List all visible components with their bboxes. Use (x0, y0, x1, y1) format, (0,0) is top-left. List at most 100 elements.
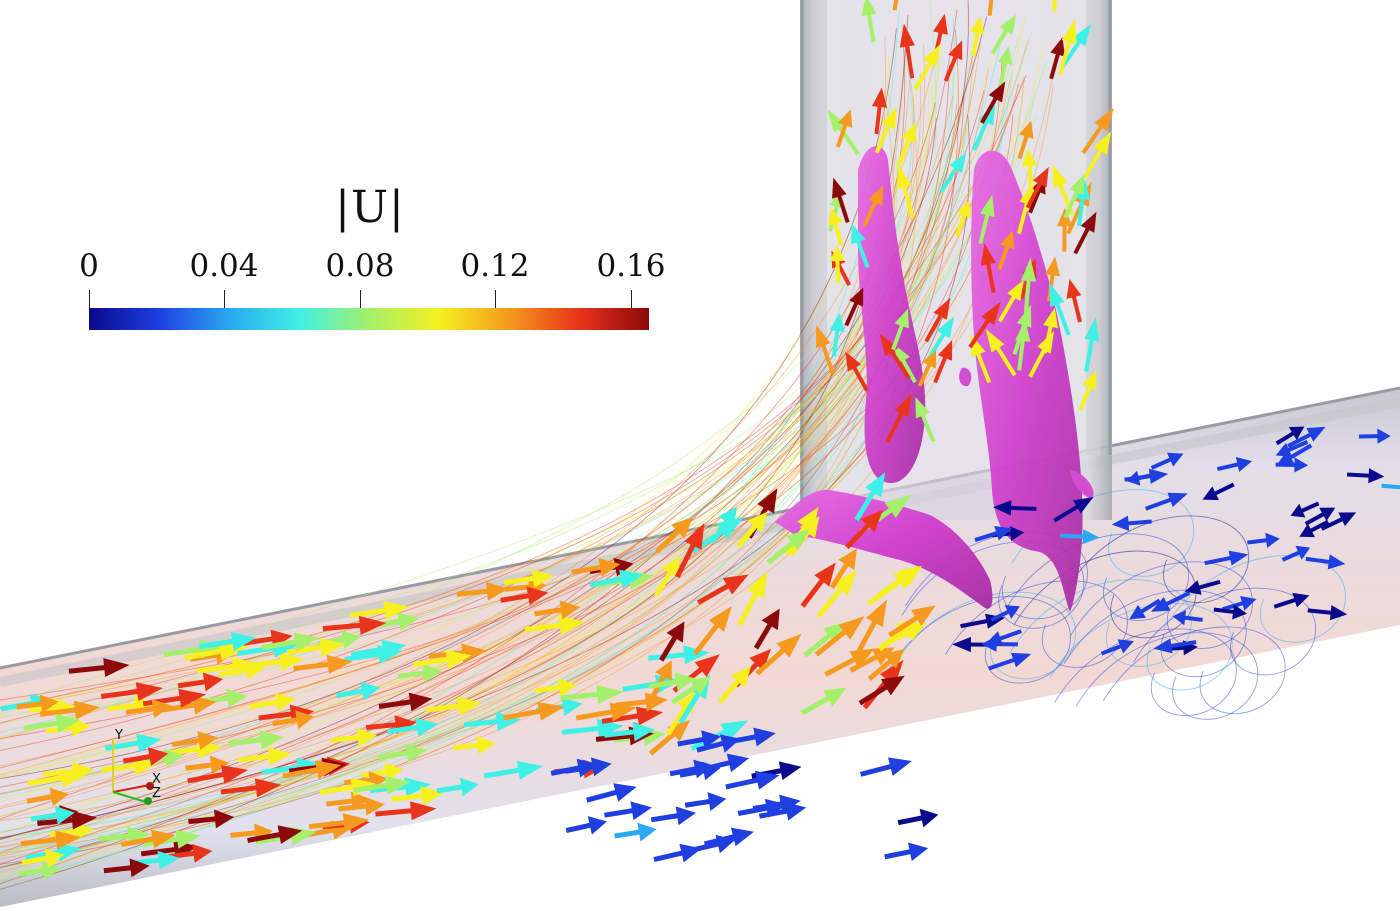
velocity-arrow (1381, 483, 1400, 490)
velocity-arrow (696, 734, 741, 753)
velocity-arrow (1124, 468, 1169, 484)
velocity-arrow (534, 600, 581, 620)
velocity-arrow (282, 760, 342, 780)
velocity-arrow (1111, 515, 1152, 531)
streamline (0, 18, 955, 852)
streamline (0, 104, 995, 809)
colorbar-tick-label: 0.08 (325, 248, 395, 284)
velocity-arrow (913, 44, 941, 91)
velocity-arrow (604, 722, 655, 742)
colorbar-title: |U| (335, 182, 405, 233)
velocity-arrow (829, 245, 845, 284)
velocity-arrow (997, 46, 1013, 87)
velocity-arrow (101, 756, 158, 776)
velocity-arrow (684, 792, 727, 811)
velocity-arrow (1204, 550, 1249, 566)
velocity-arrow (161, 695, 217, 715)
velocity-arrow (835, 109, 853, 148)
velocity-arrow (1273, 592, 1310, 609)
velocity-arrow (436, 777, 479, 797)
velocity-arrow (849, 647, 895, 673)
velocity-arrow (16, 694, 59, 714)
streamline (0, 61, 1047, 874)
velocity-arrow (703, 827, 754, 847)
streamline (0, 73, 977, 778)
velocity-arrow (1346, 468, 1385, 484)
velocity-arrow (338, 796, 386, 816)
colorbar-tick-mark (224, 290, 225, 316)
streamline (0, 44, 925, 844)
velocity-arrow (390, 786, 444, 806)
velocity-arrow (1073, 211, 1097, 255)
velocity-arrow (1049, 37, 1066, 80)
velocity-arrow (915, 396, 936, 443)
velocity-arrow (397, 663, 442, 683)
velocity-arrow (987, 0, 995, 16)
velocity-arrow (330, 727, 377, 747)
velocity-arrow (412, 650, 472, 669)
velocity-arrow (185, 755, 230, 775)
velocity-arrow (261, 632, 320, 652)
velocity-arrow (653, 556, 680, 598)
velocity-arrow (974, 526, 1013, 542)
velocity-arrow (503, 569, 554, 588)
velocity-arrow (753, 608, 780, 650)
velocity-arrow (26, 787, 69, 807)
velocity-arrow (1078, 370, 1097, 411)
streamline (1163, 555, 1346, 643)
triad-z-label: Z (152, 786, 161, 801)
velocity-arrow (954, 200, 972, 237)
velocity-arrow (917, 350, 937, 387)
streamline (0, 82, 969, 715)
velocity-arrow (1021, 148, 1038, 191)
velocity-arrow (832, 177, 850, 223)
velocity-arrow (42, 762, 95, 781)
streamline (0, 114, 1037, 882)
streamline (0, 40, 1029, 776)
velocity-arrow (561, 719, 624, 738)
velocity-arrow (859, 757, 912, 777)
velocity-arrow (985, 328, 1017, 377)
vortex-isosurface-fragment (1070, 470, 1094, 500)
colorbar-tick-label: 0.04 (189, 248, 259, 284)
velocity-arrow (677, 730, 721, 749)
velocity-arrow (1012, 304, 1032, 355)
velocity-arrow (867, 566, 921, 606)
velocity-arrow (854, 472, 886, 522)
velocity-arrow (670, 676, 712, 705)
velocity-arrow (1052, 0, 1057, 12)
velocity-arrow (696, 574, 749, 605)
triad-y-label: Y (115, 728, 123, 743)
velocity-arrow (23, 713, 81, 733)
velocity-arrow (534, 677, 577, 697)
velocity-arrow (18, 861, 61, 881)
velocity-arrow (891, 308, 909, 351)
velocity-arrow (1060, 23, 1092, 69)
velocity-arrow (1063, 173, 1085, 219)
velocity-arrow (1083, 131, 1112, 179)
streamline (0, 114, 1014, 769)
velocity-arrow (829, 548, 857, 589)
velocity-arrow (1281, 545, 1311, 562)
velocity-arrow (1222, 596, 1257, 612)
velocity-arrow (1058, 18, 1077, 75)
velocity-arrow (1275, 443, 1313, 467)
velocity-arrow (1153, 638, 1197, 654)
colorbar-tick-mark (360, 290, 361, 316)
velocity-arrow (565, 757, 612, 777)
velocity-arrow (500, 586, 549, 606)
velocity-arrow (589, 569, 644, 589)
velocity-arrow (177, 672, 224, 692)
velocity-arrow (322, 615, 387, 635)
velocity-arrow (171, 731, 219, 750)
velocity-glyphs (0, 0, 1400, 881)
streamline (0, 29, 959, 869)
velocity-arrow (992, 500, 1037, 516)
velocity-arrow (188, 809, 235, 829)
velocity-arrow (693, 606, 732, 656)
velocity-arrow (453, 735, 496, 755)
velocity-arrow (247, 825, 303, 844)
triad-x-label: X (152, 772, 161, 787)
